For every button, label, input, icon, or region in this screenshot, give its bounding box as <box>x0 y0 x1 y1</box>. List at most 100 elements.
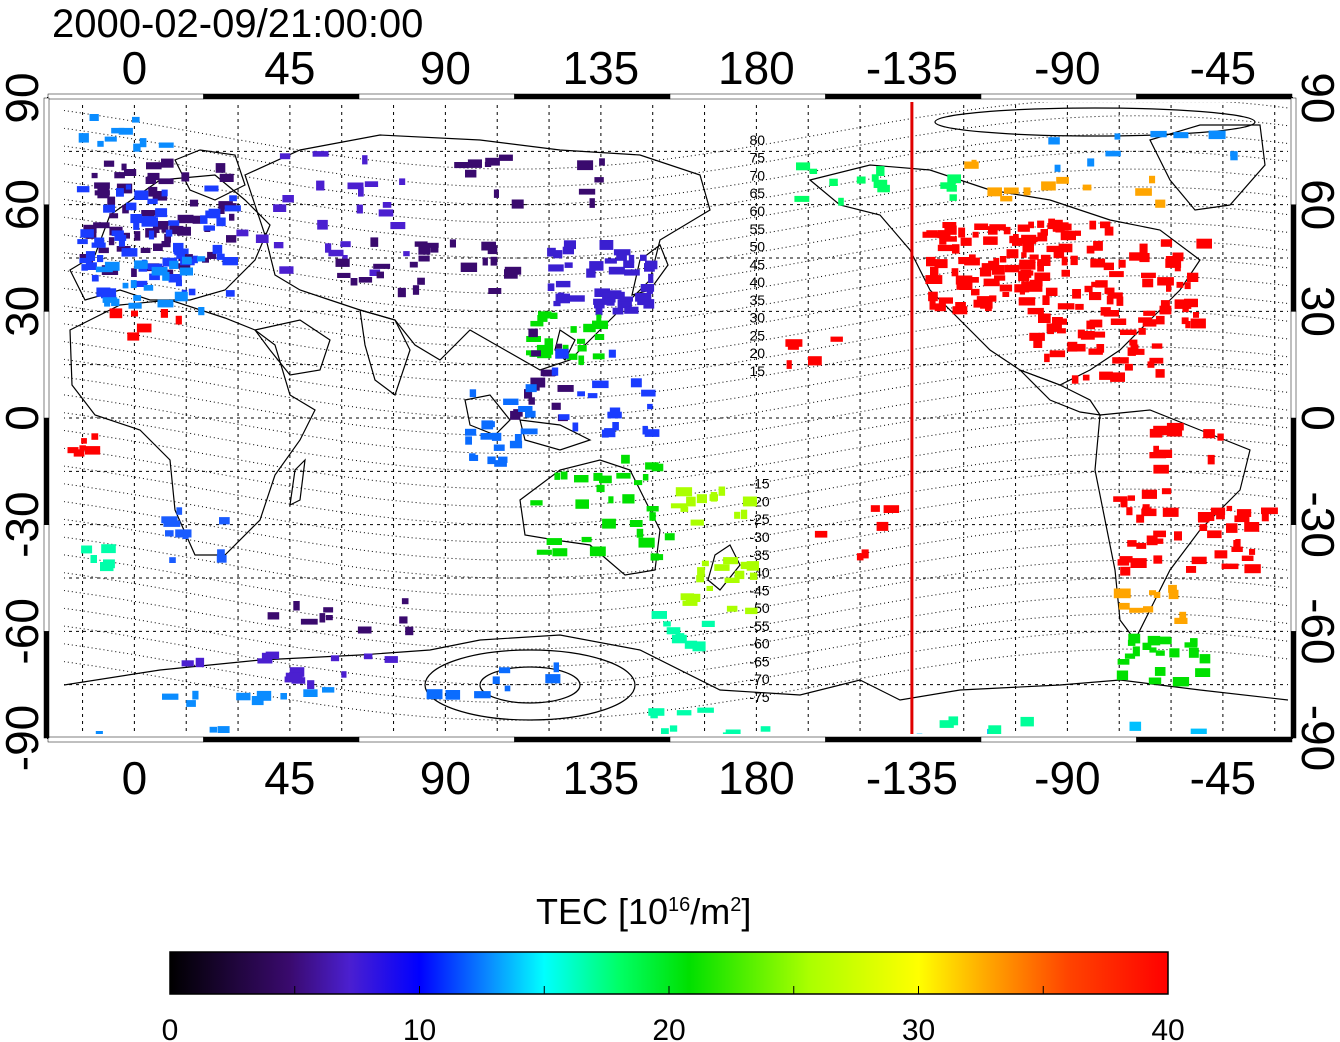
tec-cell <box>577 391 585 397</box>
tec-cell <box>1104 226 1114 236</box>
tec-cell <box>482 421 495 428</box>
tec-cell <box>628 254 635 264</box>
tec-cell <box>1193 312 1199 318</box>
tec-cell <box>1054 164 1061 172</box>
tec-cell <box>1187 272 1199 282</box>
tec-cell <box>169 557 176 563</box>
tec-cell <box>130 214 143 224</box>
tec-cell <box>136 323 152 333</box>
tec-cell <box>1072 343 1086 352</box>
tec-cell <box>650 553 659 561</box>
tec-cell <box>133 222 140 230</box>
tec-cell <box>989 295 997 302</box>
tec-cell <box>1136 542 1147 549</box>
tec-cell <box>642 425 648 435</box>
tec-cell <box>161 189 168 197</box>
tec-cell <box>643 299 655 309</box>
tec-cell <box>1139 243 1148 254</box>
tec-cell <box>829 178 838 186</box>
tec-cell <box>723 557 738 565</box>
tec-cell <box>229 213 235 221</box>
tec-cell <box>1000 195 1013 202</box>
tec-cell <box>1129 607 1144 613</box>
tec-cell <box>1089 319 1103 328</box>
tec-cell <box>635 292 652 302</box>
tec-cell <box>1195 668 1211 677</box>
latitude-tick-label: 30 <box>0 286 48 337</box>
tec-cell <box>1118 259 1126 268</box>
tec-cell <box>1052 222 1069 231</box>
tec-cell <box>204 185 219 192</box>
tec-cell <box>111 127 125 134</box>
tec-cell <box>176 249 185 259</box>
tec-cell <box>661 728 669 734</box>
tec-cell <box>575 499 589 509</box>
tec-cell <box>760 726 771 732</box>
tec-cell <box>467 159 482 168</box>
tec-cell <box>1061 269 1070 277</box>
tec-cell <box>97 140 104 147</box>
tec-cell <box>976 296 990 305</box>
magnetic-latitude-label: -55 <box>749 618 769 634</box>
tec-cell <box>323 607 334 613</box>
tec-cell <box>1153 555 1163 564</box>
tec-cell <box>1099 371 1113 380</box>
tec-cell <box>570 326 577 333</box>
tec-cell <box>80 229 94 238</box>
latitude-tick-label: -60 <box>1292 598 1340 664</box>
tec-cell <box>642 474 649 481</box>
tec-cell <box>692 641 706 652</box>
tec-cell <box>218 208 225 214</box>
tec-cell <box>1174 531 1182 541</box>
tec-cell <box>1020 269 1032 278</box>
tec-cell <box>216 253 225 260</box>
tec-cell <box>153 243 163 251</box>
tec-cell <box>596 314 602 324</box>
tec-cell <box>165 530 174 537</box>
tec-cell <box>1166 422 1184 431</box>
tec-cell <box>356 204 363 214</box>
latitude-tick-label: 30 <box>1292 286 1340 337</box>
tec-cell <box>749 572 758 580</box>
tec-cell <box>546 538 562 545</box>
tec-cell <box>179 264 191 271</box>
tec-cell <box>212 244 223 254</box>
tec-cell <box>140 247 151 253</box>
tec-cell <box>1127 540 1137 547</box>
tec-cell <box>1127 495 1135 501</box>
tec-cell <box>162 271 170 281</box>
tec-cell <box>109 213 119 219</box>
tec-cell <box>645 260 658 270</box>
tec-cell <box>564 262 573 268</box>
colorbar-tick-label: 30 <box>902 1014 935 1042</box>
tec-cell <box>370 237 379 247</box>
tec-cell <box>971 159 977 166</box>
tec-cell <box>337 272 351 278</box>
tec-cell <box>85 251 96 261</box>
tec-cell <box>121 163 127 171</box>
tec-cell <box>553 250 563 259</box>
tec-cell <box>1135 188 1152 196</box>
latitude-tick-label: 90 <box>0 72 48 123</box>
tec-cell <box>488 288 502 294</box>
tec-cell <box>697 567 705 577</box>
tec-cell <box>225 290 235 297</box>
tec-cell <box>530 377 546 388</box>
tec-cell <box>209 726 218 733</box>
tec-cell <box>173 242 184 253</box>
scale-bar-segment <box>47 93 204 100</box>
tec-cell <box>745 607 758 615</box>
tec-cell <box>1028 221 1034 229</box>
tec-cell <box>158 178 174 185</box>
tec-cell <box>1217 433 1224 441</box>
tec-cell <box>1082 184 1092 191</box>
tec-cell <box>152 191 168 201</box>
tec-cell <box>485 157 500 166</box>
tec-cell <box>417 277 425 285</box>
tec-cell <box>316 180 325 191</box>
tec-cell <box>939 720 954 728</box>
tec-cell <box>518 406 533 412</box>
tec-cell <box>1186 566 1197 573</box>
latitude-ticks-left: 90 60 30 0 -30 -60 -90 <box>0 72 48 771</box>
